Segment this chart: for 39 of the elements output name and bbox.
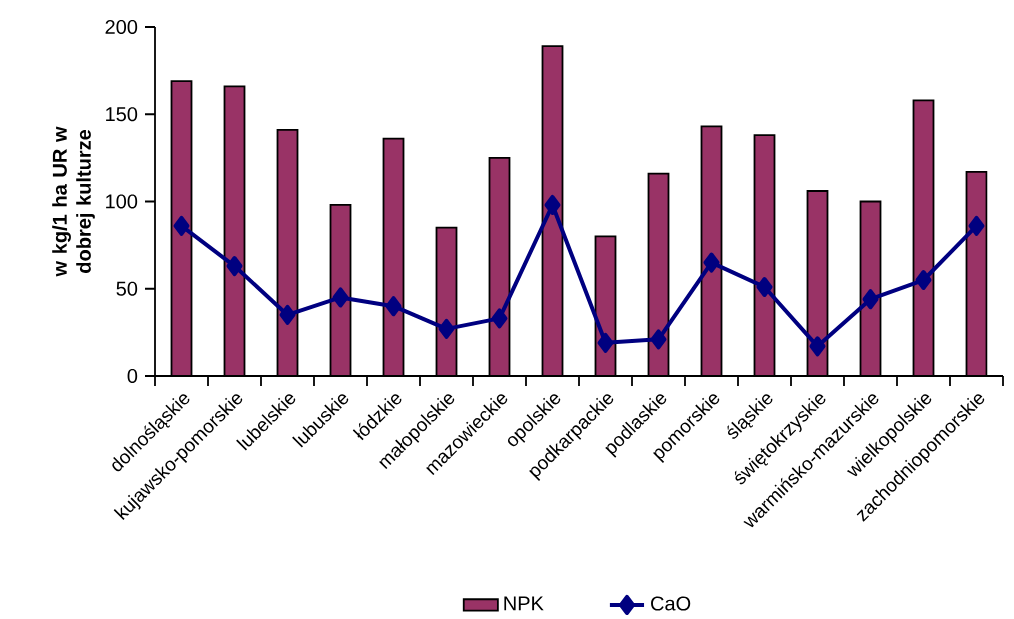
point	[385, 296, 402, 317]
bar	[754, 135, 775, 376]
y-tick-label: 200	[105, 19, 138, 35]
bar	[965, 170, 988, 376]
point	[650, 329, 667, 350]
point	[544, 194, 561, 215]
point	[491, 308, 508, 329]
point	[756, 276, 773, 297]
bar	[807, 191, 828, 376]
y-axis-title: w kg/1 ha UR w dobrej kulturze	[52, 126, 95, 277]
point	[597, 332, 614, 353]
bar	[277, 129, 298, 376]
point	[968, 215, 985, 236]
point	[438, 318, 455, 339]
point	[173, 215, 190, 236]
bar	[436, 227, 457, 376]
point	[809, 336, 826, 357]
legend-label: CaO	[651, 596, 691, 611]
y-tick-label: 0	[127, 368, 138, 384]
bar	[701, 126, 722, 376]
point	[703, 252, 720, 273]
legend-label: NPK	[504, 596, 544, 611]
bar	[224, 86, 245, 376]
point	[226, 256, 243, 277]
point	[279, 304, 296, 325]
bar	[383, 138, 404, 376]
bar	[648, 173, 669, 376]
point	[862, 289, 879, 310]
point	[915, 270, 932, 291]
y-tick-label: 100	[106, 194, 138, 209]
bar	[913, 100, 934, 376]
bar	[860, 201, 881, 376]
point	[332, 287, 349, 308]
bar	[171, 81, 192, 376]
bar	[489, 157, 510, 376]
y-tick-label: 50	[116, 281, 138, 296]
y-tick-label: 150	[106, 107, 138, 122]
bar	[330, 204, 351, 376]
bar	[542, 46, 563, 376]
